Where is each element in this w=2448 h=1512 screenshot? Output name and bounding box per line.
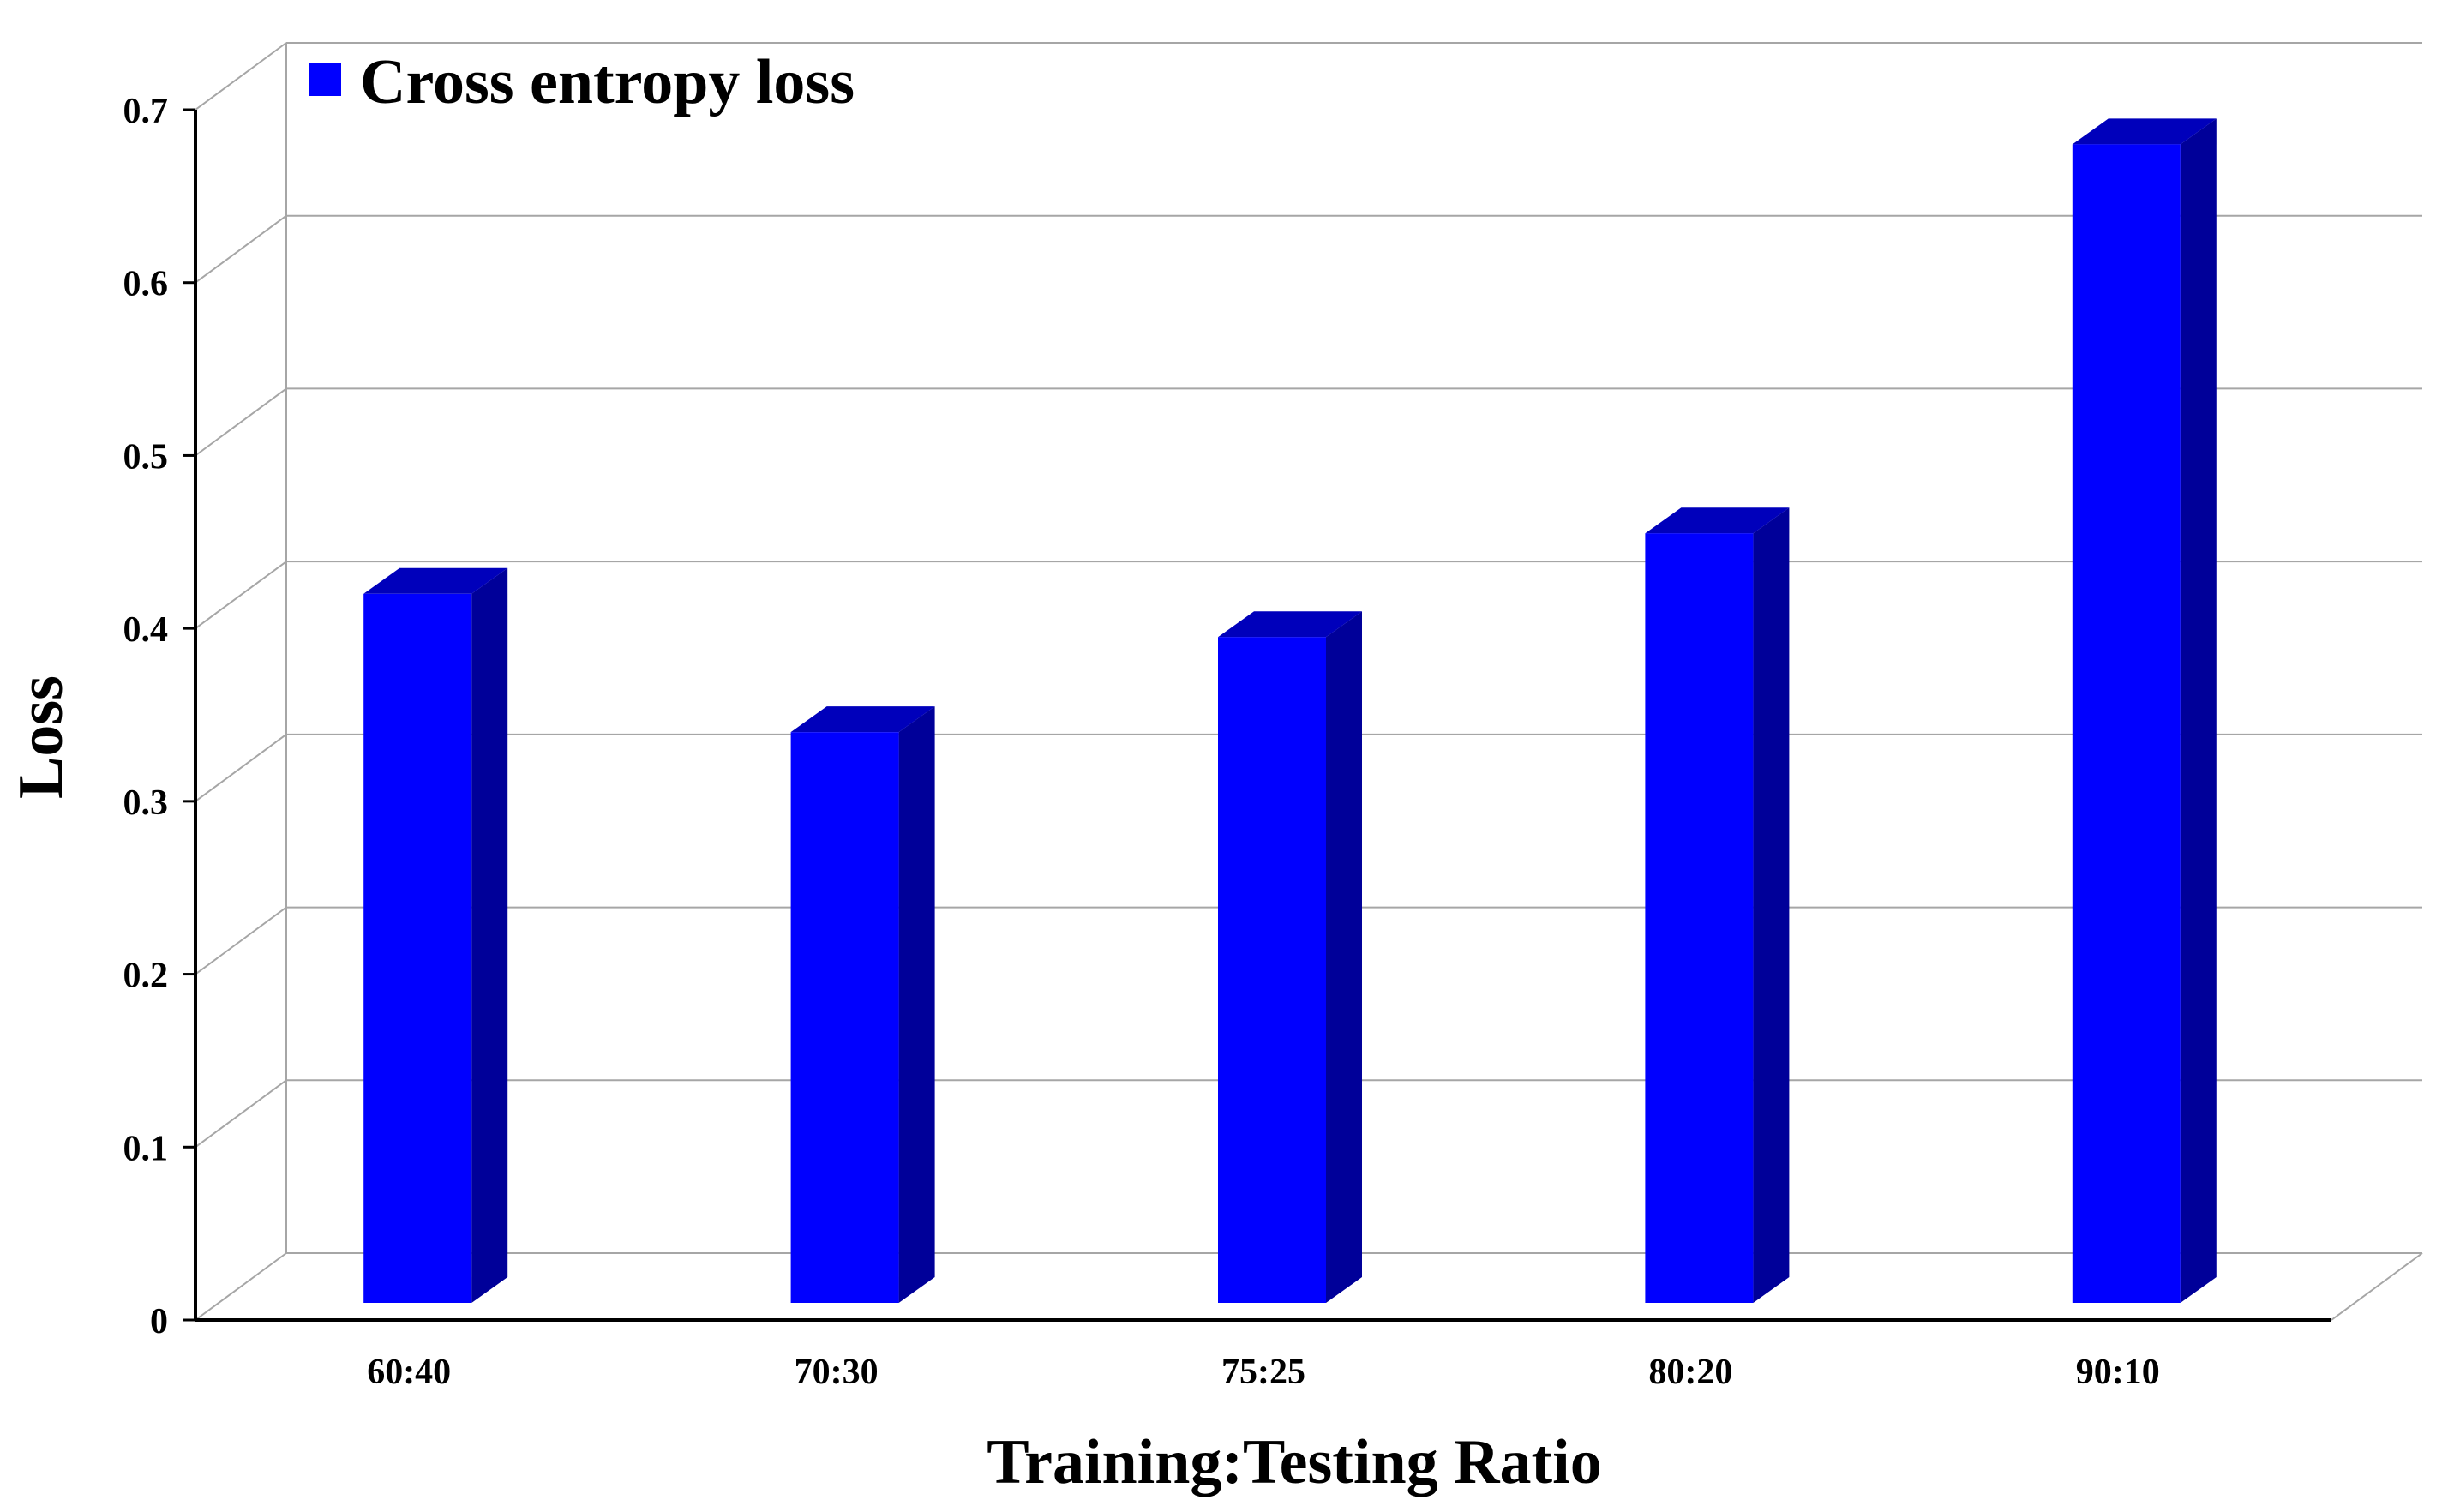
- y-tick-label: 0.4: [123, 610, 169, 650]
- bar-top: [1645, 507, 1790, 534]
- bar-top: [2072, 118, 2217, 145]
- tick-labels: 0 0.1 0.2 0.3 0.4 0.5 0.6 0.7 60:40 70:30 75:25 80:…: [123, 92, 2160, 1392]
- bar-side: [471, 567, 508, 1303]
- bars: [363, 118, 2217, 1303]
- y-tick-label: 0.5: [123, 437, 169, 477]
- gridline-depth: [195, 906, 287, 975]
- gridline-depth: [195, 561, 287, 629]
- bar: [363, 593, 472, 1303]
- bar-side: [1753, 507, 1790, 1303]
- gridline-depth: [195, 734, 287, 802]
- y-tick-label: 0.6: [123, 265, 169, 304]
- x-tick-label: 80:20: [1648, 1353, 1732, 1392]
- bar-90:10: [2072, 118, 2217, 1303]
- y-axis-title: Loss: [6, 675, 76, 799]
- axes: [183, 108, 2331, 1322]
- gridline-depth: [195, 1252, 287, 1321]
- gridline-depth: [195, 214, 287, 284]
- bar: [1218, 637, 1326, 1303]
- gridline-depth: [195, 42, 287, 111]
- x-tick-label: 60:40: [367, 1353, 451, 1392]
- x-axis-title: Training:Testing Ratio: [987, 1427, 1602, 1497]
- legend-label: Cross entropy loss: [360, 47, 855, 117]
- bar-side: [2180, 118, 2217, 1303]
- x-tick-label: 75:25: [1221, 1353, 1305, 1392]
- floor-edge: [2331, 1252, 2423, 1321]
- x-tick-label: 90:10: [2076, 1353, 2160, 1392]
- bar-side: [898, 706, 935, 1303]
- x-tick-label: 70:30: [795, 1353, 879, 1392]
- bar: [2072, 144, 2181, 1303]
- gridline-depth: [195, 387, 287, 457]
- bar: [790, 732, 899, 1303]
- y-tick-label: 0.7: [123, 92, 169, 131]
- y-tick-label: 0.2: [123, 957, 169, 996]
- bar-80:20: [1645, 507, 1790, 1303]
- bar-top: [363, 567, 508, 594]
- gridline-depth: [195, 1079, 287, 1149]
- bar-top: [790, 706, 935, 733]
- bar-70:30: [790, 706, 935, 1303]
- y-tick-label: 0.3: [123, 783, 169, 823]
- bar: [1645, 533, 1754, 1303]
- bar-top: [1218, 611, 1362, 638]
- legend-swatch: [309, 63, 341, 96]
- bar-side: [1326, 611, 1362, 1303]
- bar-60:40: [363, 567, 508, 1303]
- y-tick-label: 0: [150, 1302, 168, 1341]
- y-tick-label: 0.1: [123, 1129, 169, 1168]
- bar-75:25: [1218, 611, 1362, 1303]
- legend: Cross entropy loss: [309, 47, 855, 117]
